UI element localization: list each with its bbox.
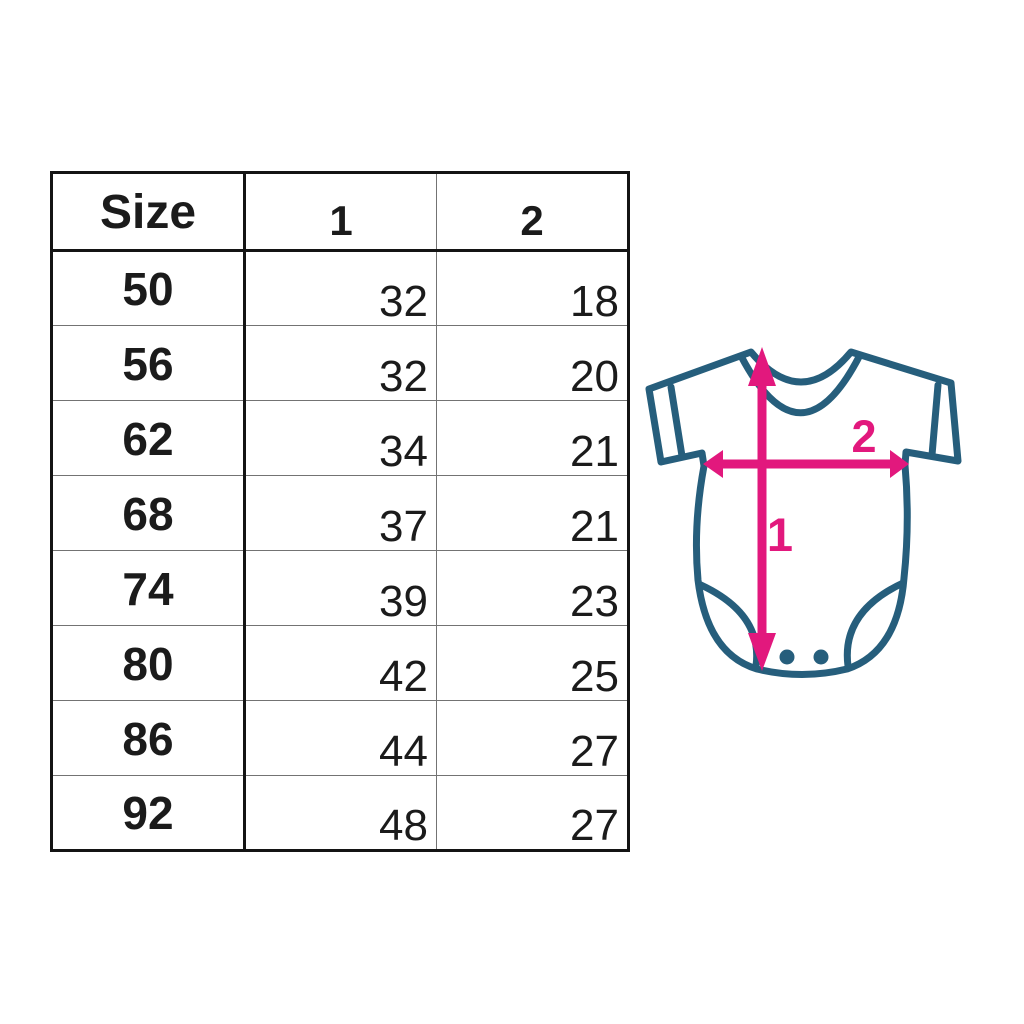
header-size: Size xyxy=(51,172,246,252)
measure2-cell: 25 xyxy=(436,625,629,701)
table-row: 86 44 27 xyxy=(51,700,629,776)
arrow-left-icon xyxy=(703,450,723,478)
size-cell: 80 xyxy=(51,625,246,701)
measure1-cell: 44 xyxy=(244,700,437,776)
measure2-cell: 21 xyxy=(436,400,629,476)
size-cell: 92 xyxy=(51,775,246,851)
length-label: 1 xyxy=(767,508,793,561)
table-row: 68 37 21 xyxy=(51,475,629,551)
length-arrow xyxy=(748,347,776,671)
header-measure-2: 2 xyxy=(436,172,629,252)
arrow-down-icon xyxy=(748,633,776,671)
measure2-cell: 20 xyxy=(436,325,629,401)
table-row: 56 32 20 xyxy=(51,325,629,401)
measure1-cell: 32 xyxy=(244,250,437,326)
measure2-cell: 21 xyxy=(436,475,629,551)
width-arrow xyxy=(703,450,909,478)
snap-button-dot xyxy=(813,649,829,665)
measure2-cell: 18 xyxy=(436,250,629,326)
measure1-cell: 34 xyxy=(244,400,437,476)
arrow-up-icon xyxy=(748,347,776,386)
left-sleeve-cuff-line xyxy=(667,383,686,460)
table-row: 62 34 21 xyxy=(51,400,629,476)
measure2-cell: 23 xyxy=(436,550,629,626)
size-cell: 74 xyxy=(51,550,246,626)
table-row: 74 39 23 xyxy=(51,550,629,626)
header-row: Size 1 2 xyxy=(51,172,629,252)
header-measure-1: 1 xyxy=(244,172,437,252)
size-chart-table: Size 1 2 50 32 18 56 32 20 62 34 21 68 3… xyxy=(50,171,630,852)
size-cell: 62 xyxy=(51,400,246,476)
table-row: 92 48 27 xyxy=(51,775,629,851)
measure1-cell: 37 xyxy=(244,475,437,551)
width-label: 2 xyxy=(851,411,876,462)
right-sleeve-cuff-line xyxy=(928,381,942,459)
measure1-cell: 42 xyxy=(244,625,437,701)
measure2-cell: 27 xyxy=(436,700,629,776)
measure2-cell: 27 xyxy=(436,775,629,851)
measure1-cell: 39 xyxy=(244,550,437,626)
size-cell: 86 xyxy=(51,700,246,776)
measure1-cell: 32 xyxy=(244,325,437,401)
snap-button-dot xyxy=(779,649,795,665)
bodysuit-outline-icon xyxy=(645,348,962,678)
table-row: 80 42 25 xyxy=(51,625,629,701)
measure1-cell: 48 xyxy=(244,775,437,851)
bodysuit-measurement-illustration: 1 2 xyxy=(645,347,962,678)
arrow-right-icon xyxy=(890,450,909,478)
table-row: 50 32 18 xyxy=(51,250,629,326)
size-cell: 68 xyxy=(51,475,246,551)
size-cell: 50 xyxy=(51,250,246,326)
size-cell: 56 xyxy=(51,325,246,401)
right-leg-binding-arc xyxy=(843,579,907,670)
